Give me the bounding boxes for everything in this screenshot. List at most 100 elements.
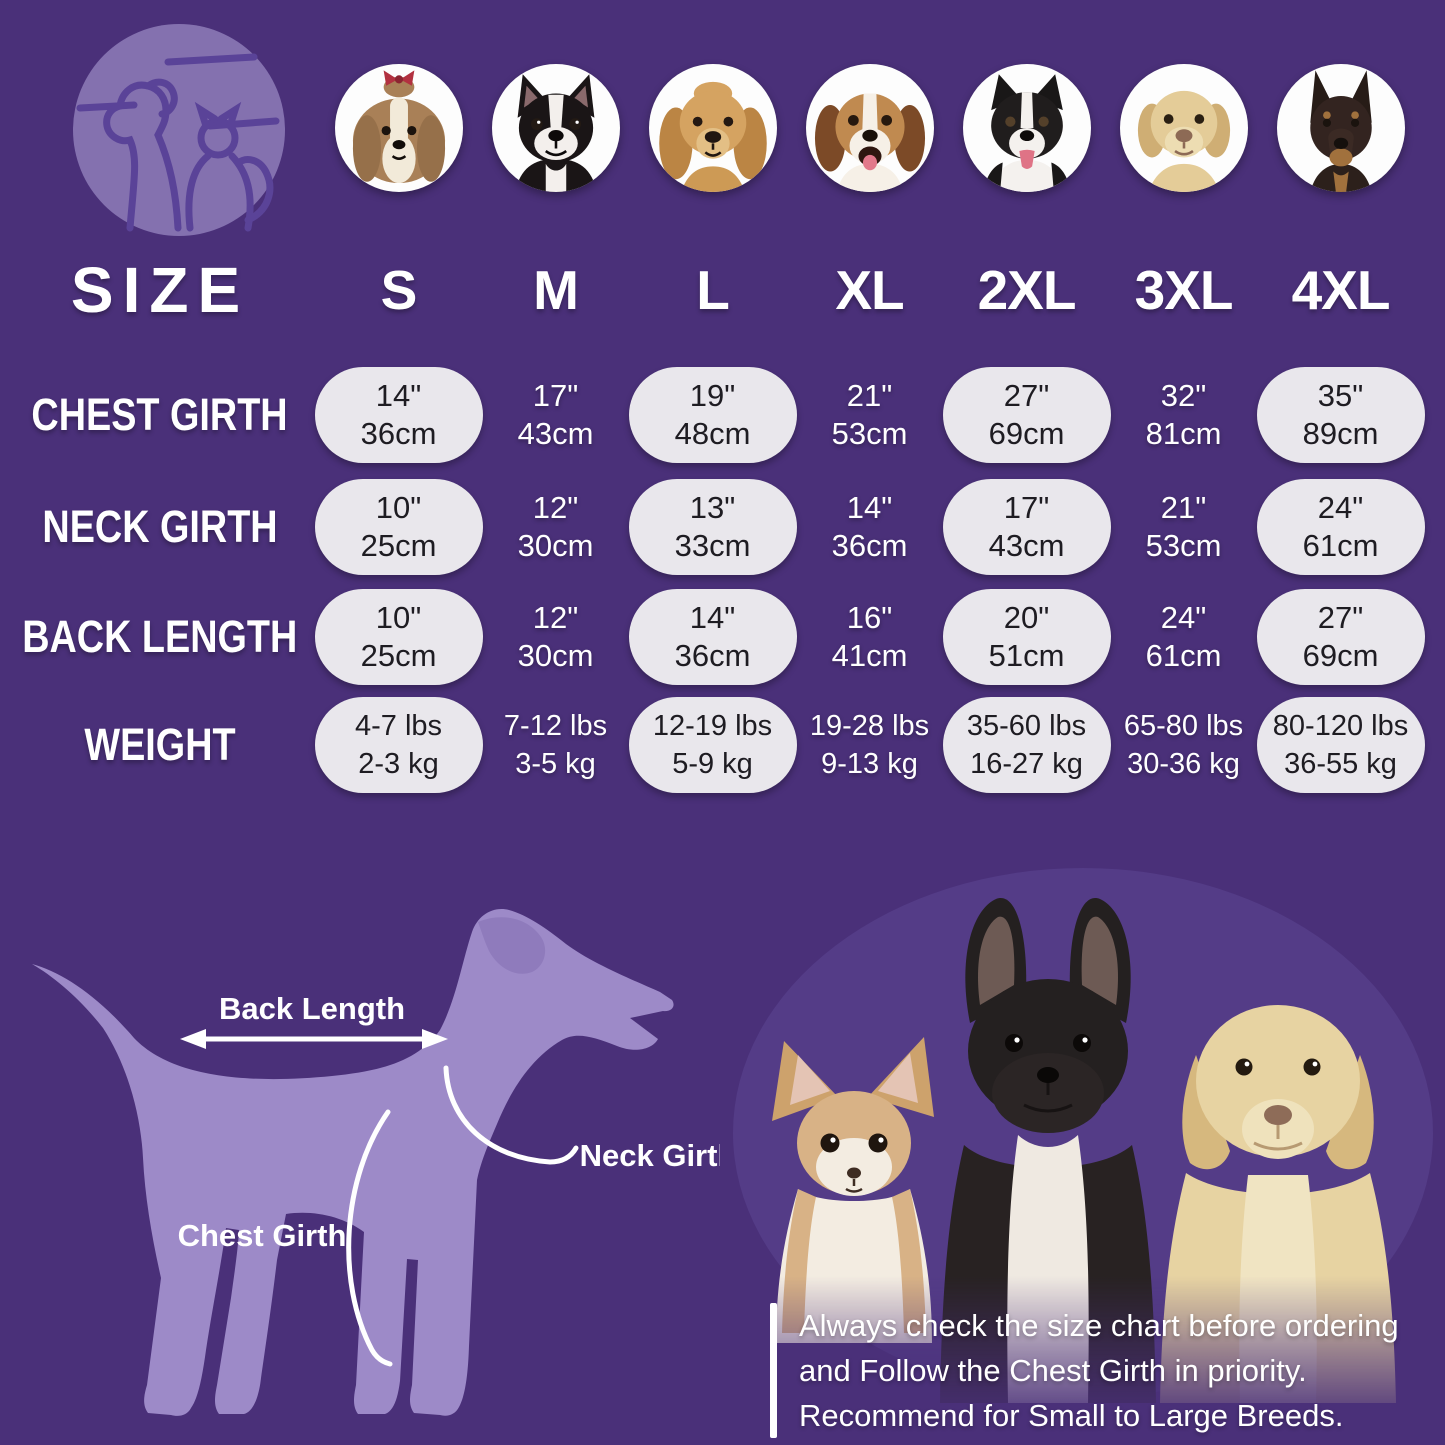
value-kg: 2-3 kg xyxy=(358,748,439,780)
value-cm: 30cm xyxy=(517,528,594,563)
value-in: 32" xyxy=(1160,378,1207,413)
value-cm: 61cm xyxy=(1302,528,1379,563)
border-collie-icon xyxy=(962,64,1091,192)
value-cm: 25cm xyxy=(360,528,437,563)
dog-ear xyxy=(478,917,546,974)
size-cell: 4-7 lbs 2-3 kg xyxy=(314,697,483,793)
dog-cat-logo-icon xyxy=(73,24,285,236)
size-cell: 10" 25cm xyxy=(314,589,483,685)
note-text: Always check the size chart before order… xyxy=(799,1303,1399,1438)
size-col-4xl: 4XL xyxy=(1291,259,1391,321)
value-in: 21" xyxy=(1160,490,1207,525)
size-cell: 24" 61cm xyxy=(1100,589,1268,685)
note-line-2: and Follow the Chest Girth in priority. xyxy=(799,1353,1307,1388)
value-cm: 69cm xyxy=(1302,638,1379,673)
row-label-weight: WEIGHT xyxy=(84,719,236,770)
labrador-illustration xyxy=(1160,1005,1396,1403)
row-label-back-length: BACK LENGTH xyxy=(22,611,298,662)
size-col-2xl: 2XL xyxy=(977,259,1077,321)
three-dogs-photo xyxy=(733,868,1433,1403)
value-lbs: 65-80 lbs xyxy=(1123,710,1244,742)
value-cm: 36cm xyxy=(831,528,908,563)
value-in: 10" xyxy=(375,490,422,525)
value-in: 14" xyxy=(689,600,736,635)
value-cm: 69cm xyxy=(988,416,1065,451)
french-bulldog-illustration xyxy=(940,898,1156,1403)
size-cell: 35-60 lbs 16-27 kg xyxy=(942,697,1111,793)
value-kg: 5-9 kg xyxy=(672,748,753,780)
size-cell: 12" 30cm xyxy=(472,479,640,575)
value-cm: 43cm xyxy=(517,416,594,451)
size-cell: 32" 81cm xyxy=(1100,367,1268,463)
size-col-3xl: 3XL xyxy=(1134,259,1234,321)
value-lbs: 80-120 lbs xyxy=(1272,710,1409,742)
back-length-row: BACK LENGTH 10" 25cm 12" 30cm 14" 36cm 16" 4… xyxy=(0,589,1445,685)
size-cell: 13" 33cm xyxy=(628,479,797,575)
value-kg: 16-27 kg xyxy=(970,748,1083,780)
value-cm: 36cm xyxy=(360,416,437,451)
size-cell: 21" 53cm xyxy=(786,367,954,463)
size-col-l: L xyxy=(696,259,730,321)
value-kg: 36-55 kg xyxy=(1284,748,1397,780)
value-cm: 51cm xyxy=(988,638,1065,673)
value-lbs: 35-60 lbs xyxy=(966,710,1087,742)
size-cell: 7-12 lbs 3-5 kg xyxy=(472,697,640,793)
beagle-icon xyxy=(805,64,934,192)
value-cm: 61cm xyxy=(1145,638,1222,673)
value-in: 24" xyxy=(1160,600,1207,635)
size-cell: 80-120 lbs 36-55 kg xyxy=(1256,697,1425,793)
cocker-spaniel-icon xyxy=(648,64,777,192)
size-cell: 27" 69cm xyxy=(1256,589,1425,685)
value-cm: 36cm xyxy=(674,638,751,673)
neck-girth-curve xyxy=(443,1065,579,1165)
size-cell: 21" 53cm xyxy=(1100,479,1268,575)
size-col-xl: XL xyxy=(835,259,904,321)
value-in: 17" xyxy=(532,378,579,413)
value-cm: 53cm xyxy=(1145,528,1222,563)
value-kg: 30-36 kg xyxy=(1127,748,1240,780)
value-lbs: 12-19 lbs xyxy=(652,710,773,742)
value-in: 12" xyxy=(532,600,579,635)
doberman-icon xyxy=(1276,64,1405,192)
value-cm: 89cm xyxy=(1302,416,1379,451)
size-cell: 17" 43cm xyxy=(472,367,640,463)
size-cell: 12" 30cm xyxy=(472,589,640,685)
value-cm: 43cm xyxy=(988,528,1065,563)
value-in: 19" xyxy=(689,378,736,413)
value-in: 14" xyxy=(375,378,422,413)
value-in: 10" xyxy=(375,600,422,635)
neck-girth-label: Neck Girth xyxy=(580,1138,720,1173)
size-header-row: SIZE S M L XL 2XL 3XL 4XL xyxy=(0,250,1445,330)
size-cell: 19-28 lbs 9-13 kg xyxy=(786,697,954,793)
note-line-3: Recommend for Small to Large Breeds. xyxy=(799,1398,1344,1433)
value-cm: 41cm xyxy=(831,638,908,673)
value-cm: 33cm xyxy=(674,528,751,563)
weight-row: WEIGHT 4-7 lbs 2-3 kg 7-12 lbs 3-5 kg 12-1… xyxy=(0,696,1445,794)
neck-girth-row: NECK GIRTH 10" 25cm 12" 30cm 13" 33cm 14" 36… xyxy=(0,479,1445,575)
size-cell: 24" 61cm xyxy=(1256,479,1425,575)
value-in: 27" xyxy=(1317,600,1364,635)
row-label-chest-girth: CHEST GIRTH xyxy=(31,389,289,440)
value-in: 27" xyxy=(1003,378,1050,413)
value-in: 20" xyxy=(1003,600,1050,635)
value-cm: 30cm xyxy=(517,638,594,673)
chest-girth-row: CHEST GIRTH 14" 36cm 17" 43cm 19" 48cm 21" 5… xyxy=(0,367,1445,463)
boston-terrier-icon xyxy=(491,64,620,192)
size-title: SIZE xyxy=(70,254,250,326)
size-cell: 14" 36cm xyxy=(628,589,797,685)
size-cell: 14" 36cm xyxy=(786,479,954,575)
size-cell: 14" 36cm xyxy=(314,367,483,463)
breed-photos-row xyxy=(0,60,1445,196)
note-line-1: Always check the size chart before order… xyxy=(799,1308,1399,1343)
size-cell: 16" 41cm xyxy=(786,589,954,685)
measurement-diagram: Back Length Neck Girth Chest Girth xyxy=(32,909,720,1416)
value-cm: 48cm xyxy=(674,416,751,451)
value-in: 14" xyxy=(846,490,893,525)
back-length-label: Back Length xyxy=(219,991,405,1026)
size-cell: 35" 89cm xyxy=(1256,367,1425,463)
value-lbs: 19-28 lbs xyxy=(809,710,930,742)
size-cell: 20" 51cm xyxy=(942,589,1111,685)
chest-girth-curve xyxy=(346,1109,393,1367)
value-in: 13" xyxy=(689,490,736,525)
